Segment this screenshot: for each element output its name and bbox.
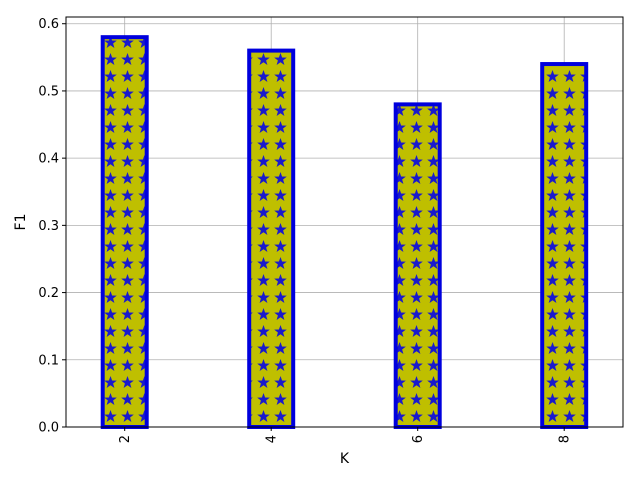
x-tick-label: 4 <box>265 435 280 443</box>
y-tick-label: 0.3 <box>38 219 59 234</box>
x-axis-label: K <box>340 451 350 467</box>
y-tick-label: 0.1 <box>38 353 59 368</box>
y-tick-label: 0.5 <box>38 84 59 99</box>
y-tick-label: 0.0 <box>38 421 59 436</box>
grid-lines <box>66 17 623 428</box>
bar-k-4 <box>247 48 296 429</box>
y-axis-ticks: 0.0 0.1 0.2 0.3 0.4 0.5 0.6 <box>38 17 66 436</box>
y-tick-label: 0.4 <box>38 152 59 167</box>
x-tick-label: 8 <box>558 435 573 443</box>
y-axis-label: F1 <box>13 214 29 231</box>
x-tick-label: 2 <box>118 435 133 443</box>
plot-frame <box>65 16 624 428</box>
y-tick-label: 0.2 <box>38 286 59 301</box>
y-tick-label: 0.6 <box>38 17 59 32</box>
bar-k-2 <box>100 35 149 429</box>
bar-k-8 <box>540 62 589 429</box>
x-tick-label: 6 <box>411 435 426 443</box>
bars <box>100 35 589 430</box>
x-axis-ticks: 2 4 6 8 <box>118 427 573 443</box>
bar-k-6 <box>393 102 442 430</box>
